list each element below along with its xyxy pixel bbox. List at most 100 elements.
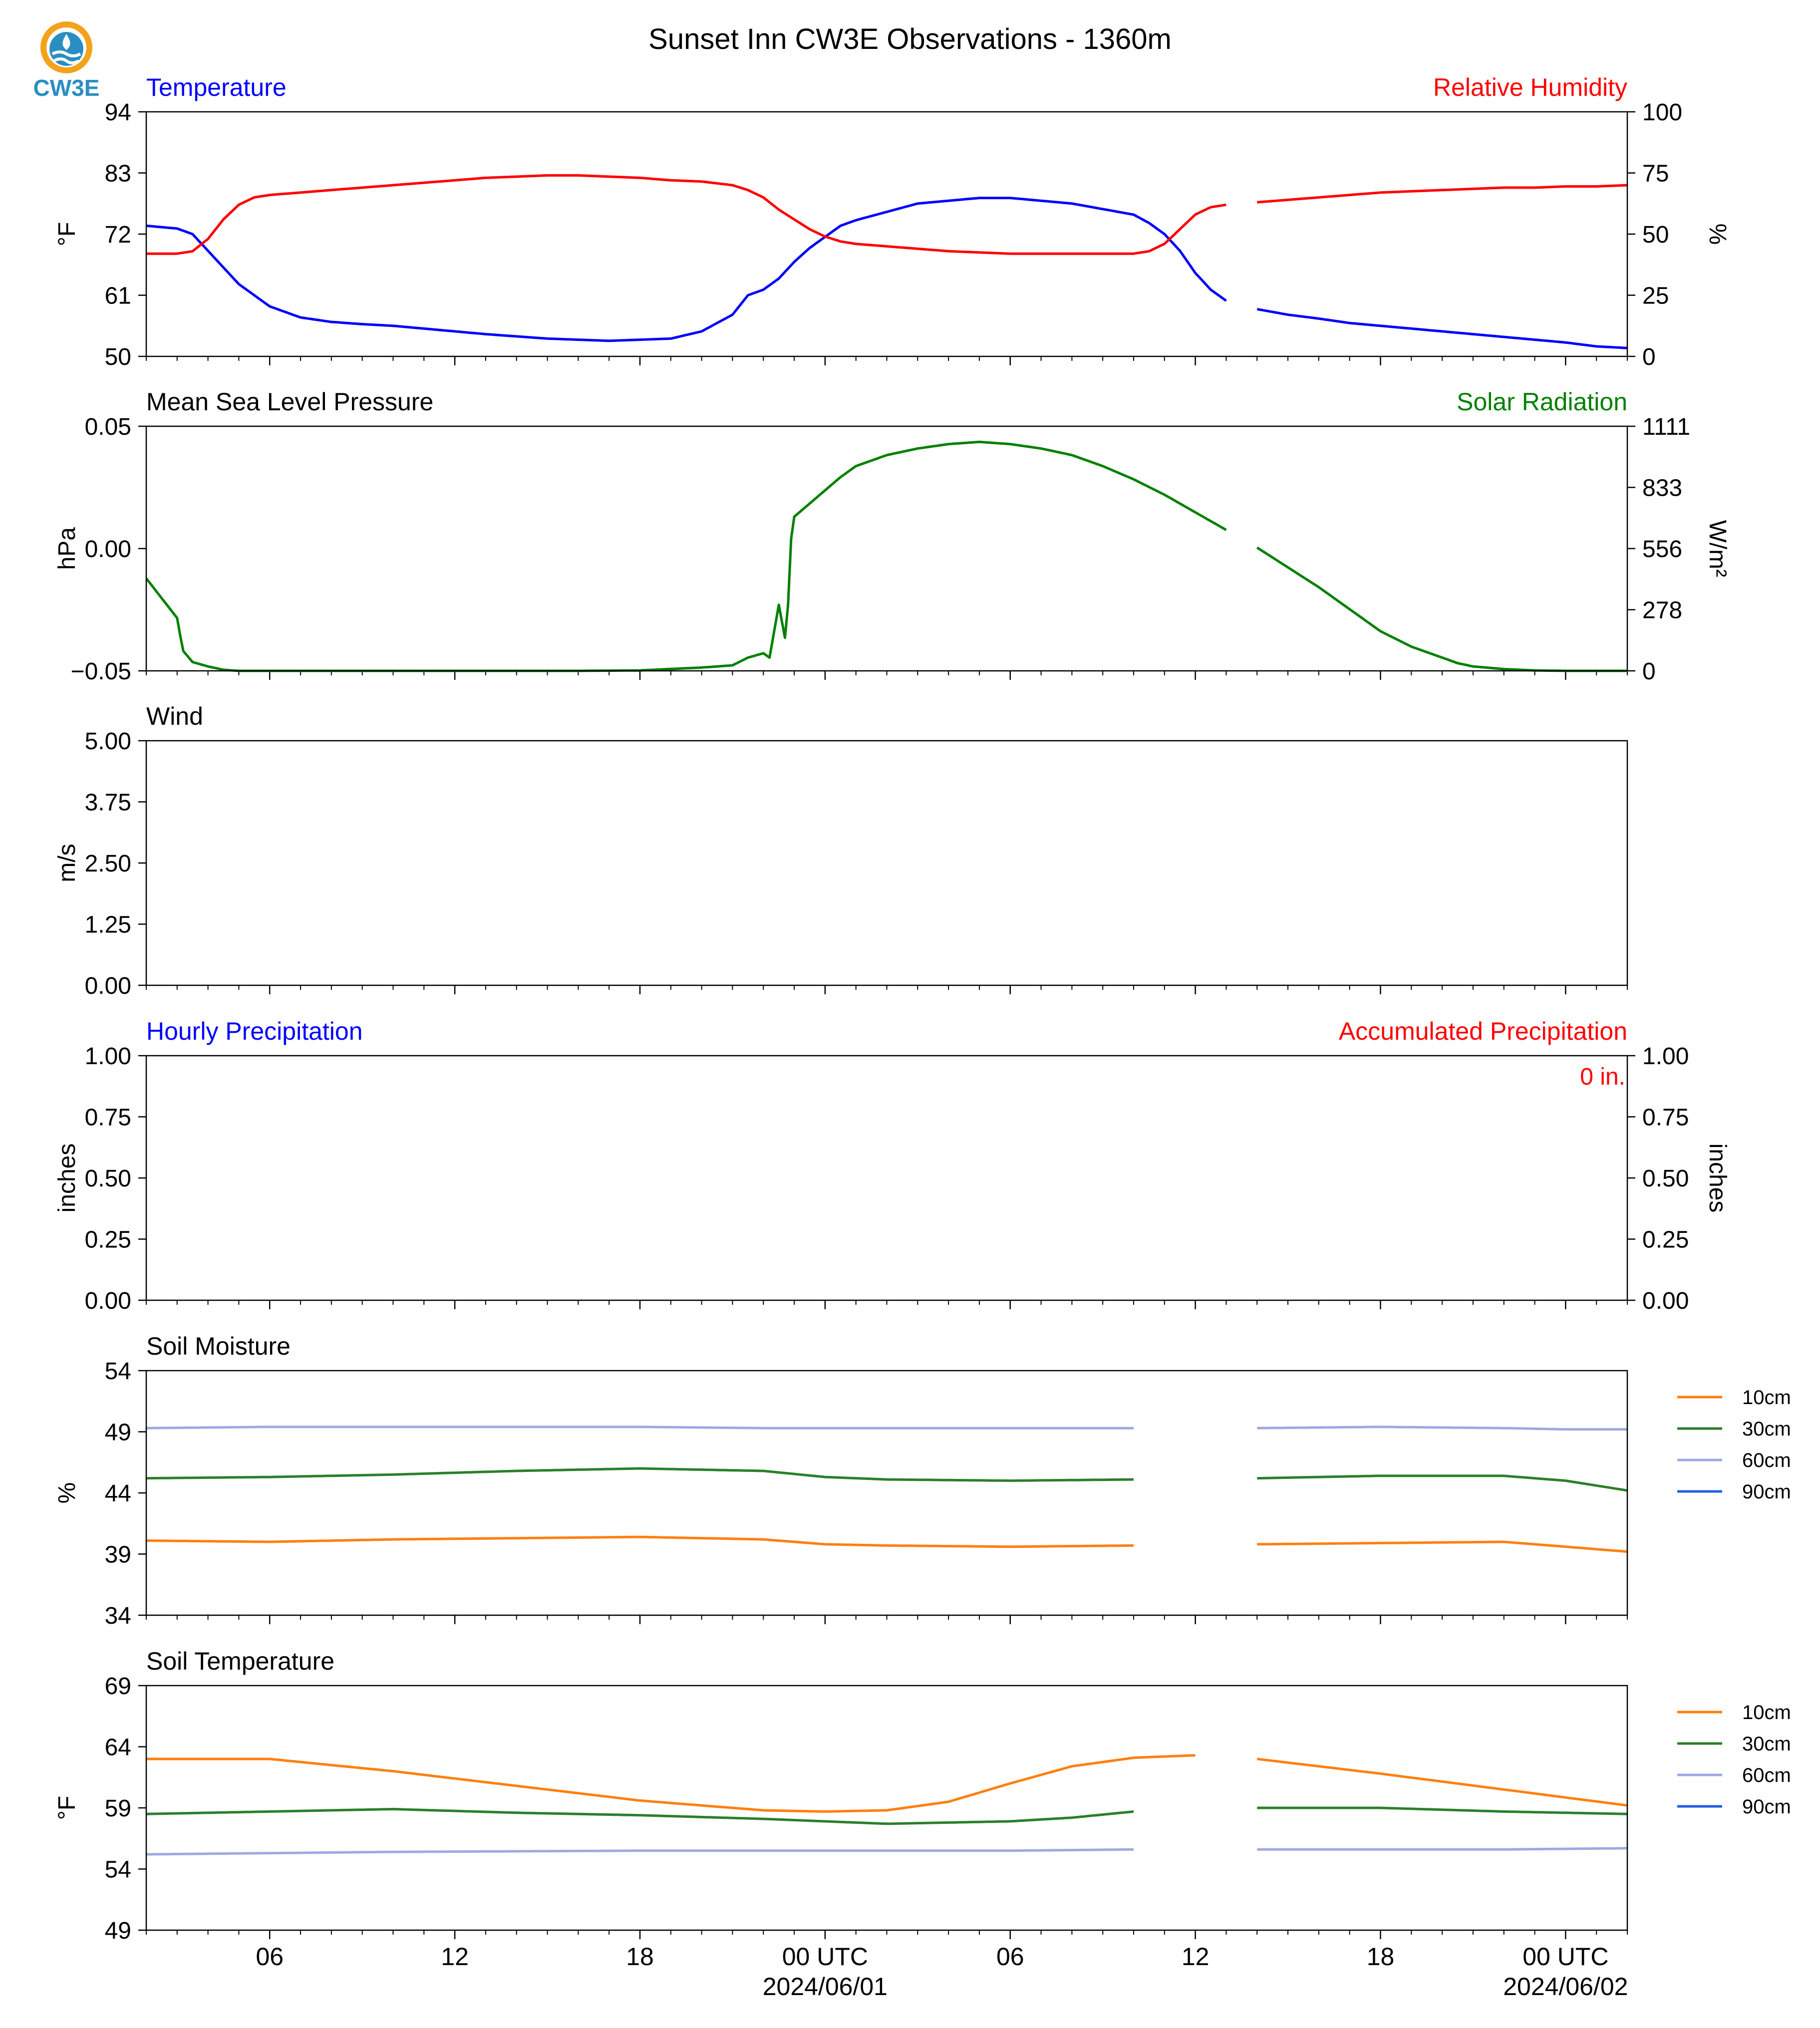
ytick-label-left: 64 (105, 1735, 131, 1761)
ylabel-right: % (1704, 224, 1731, 245)
panel-title-right: Solar Radiation (1457, 388, 1627, 416)
ytick-label-left: 0.25 (85, 1227, 131, 1253)
ylabel-right: inches (1704, 1144, 1731, 1213)
panel-title-right: Accumulated Precipitation (1339, 1017, 1627, 1045)
legend-label: 60cm (1742, 1449, 1791, 1471)
series-line-30cm (146, 1467, 1134, 1482)
ytick-label-left: 59 (105, 1795, 131, 1822)
xtick-label: 18 (1367, 1943, 1395, 1971)
xtick-label: 06 (256, 1943, 284, 1971)
panel-frame (145, 1685, 1628, 1931)
ytick-label-right: 1111 (1642, 414, 1690, 440)
series-line-solar-radiation (146, 440, 1227, 672)
xtick-label: 00 UTC (1522, 1943, 1608, 1971)
xtick-label: 18 (626, 1943, 654, 1971)
series-line-solar-radiation (1256, 546, 1627, 672)
panel-title-left: Wind (146, 702, 203, 730)
ytick-label-left: 54 (105, 1358, 131, 1385)
legend-label: 10cm (1742, 1387, 1791, 1409)
panel-wind: 0.00 1.25 2.50 3.75 5.00 m/s Wind (54, 702, 1628, 999)
panel-pressure_solar: −0.05 0.00 0.05 0 278 556 833 1111 hPa W/m² Mean S… (54, 388, 1731, 685)
xtick-label: 12 (441, 1943, 469, 1971)
series-group (146, 440, 1627, 672)
ylabel-left: °F (54, 1796, 80, 1820)
ylabel-right: W/m² (1704, 520, 1731, 578)
legend-label: 30cm (1742, 1733, 1791, 1755)
panel-title-left: Hourly Precipitation (146, 1017, 363, 1045)
ytick-label-left: 94 (105, 99, 131, 126)
panel-frame (145, 740, 1628, 986)
ytick-label-right: 0 (1642, 658, 1656, 685)
series-line-10cm (1257, 1540, 1627, 1553)
ytick-label-left: 44 (105, 1480, 131, 1507)
ylabel-left: % (54, 1482, 80, 1504)
legend: 10cm 30cm 60cm 90cm (1677, 1702, 1791, 1818)
panel-title-right: Relative Humidity (1433, 73, 1627, 101)
legend-label: 90cm (1742, 1796, 1791, 1818)
ytick-label-left: 0.75 (85, 1105, 131, 1131)
ytick-label-right: 556 (1642, 536, 1682, 563)
series-line-60cm (146, 1848, 1134, 1856)
ytick-label-right: 1.00 (1642, 1043, 1689, 1070)
ytick-label-left: 0.00 (85, 1288, 131, 1314)
panel-frame (145, 1055, 1628, 1301)
series-line-30cm (1257, 1474, 1627, 1492)
panel-temp_rh: 50 61 72 83 94 0 25 50 75 100 °F % Temperature Relati… (54, 73, 1731, 370)
ytick-label-left: 0.00 (85, 536, 131, 563)
series-line-60cm (1257, 1426, 1627, 1431)
cw3e-logo: CW3E (33, 21, 100, 101)
series-line-30cm (1257, 1806, 1627, 1815)
ytick-label-right: 278 (1642, 597, 1682, 624)
series-line-10cm (1257, 1757, 1627, 1807)
series-line-60cm (1257, 1847, 1627, 1851)
ytick-label-left: 49 (105, 1420, 131, 1446)
figure-title: Sunset Inn CW3E Observations - 1360m (648, 23, 1172, 55)
series-line-relative-humidity (146, 174, 1226, 255)
ytick-label-right: 0.75 (1642, 1105, 1689, 1131)
ytick-label-left: 34 (105, 1603, 131, 1629)
ytick-label-left: 3.75 (85, 790, 131, 816)
panels: 50 61 72 83 94 0 25 50 75 100 °F % Temperature Relati… (54, 73, 1791, 2001)
logo-text: CW3E (33, 75, 100, 101)
ytick-label-left: 39 (105, 1542, 131, 1568)
ytick-label-left: 61 (105, 283, 131, 309)
series-line-10cm (146, 1754, 1196, 1813)
ylabel-left: °F (54, 222, 80, 247)
panel-title-left: Temperature (146, 73, 287, 101)
legend-label: 30cm (1742, 1418, 1791, 1440)
legend: 10cm 30cm 60cm 90cm (1677, 1387, 1791, 1503)
series-group (146, 1426, 1627, 1553)
ytick-label-left: 0.50 (85, 1165, 131, 1192)
series-line-30cm (146, 1807, 1134, 1825)
ytick-label-right: 75 (1642, 161, 1669, 187)
panel-frame (145, 1370, 1628, 1616)
panel-title-left: Soil Moisture (146, 1332, 291, 1360)
ytick-label-left: 54 (105, 1857, 131, 1883)
accumulated-precip-annotation: 0 in. (1580, 1064, 1625, 1090)
panel-title-left: Mean Sea Level Pressure (146, 388, 433, 416)
xtick-label: 12 (1182, 1943, 1210, 1971)
series-group (146, 174, 1627, 349)
date-label: 2024/06/01 (763, 1973, 888, 2001)
ytick-label-right: 0.00 (1642, 1288, 1689, 1314)
legend-label: 90cm (1742, 1481, 1791, 1503)
date-label: 2024/06/02 (1503, 1973, 1628, 2001)
ytick-label-left: 2.50 (85, 851, 131, 877)
panel-title-left: Soil Temperature (146, 1647, 334, 1675)
series-line-10cm (146, 1535, 1134, 1548)
panel-soil_temperature: 49 54 59 64 69 °F Soil Temperature 10cm 30cm 60cm… (54, 1647, 1791, 1944)
series-line-temperature (146, 197, 1227, 342)
ytick-label-right: 833 (1642, 475, 1682, 502)
series-line-relative-humidity (1257, 184, 1627, 204)
ytick-label-left: 83 (105, 161, 131, 187)
ylabel-left: m/s (54, 844, 80, 882)
series-line-temperature (1256, 307, 1627, 349)
series-line-60cm (146, 1426, 1134, 1430)
ytick-label-right: 0 (1642, 344, 1656, 370)
ytick-label-left: 0.05 (85, 414, 131, 440)
ytick-label-right: 100 (1642, 99, 1682, 126)
ytick-label-left: 1.00 (85, 1043, 131, 1070)
ytick-label-left: 5.00 (85, 728, 131, 755)
ytick-label-left: 69 (105, 1673, 131, 1700)
